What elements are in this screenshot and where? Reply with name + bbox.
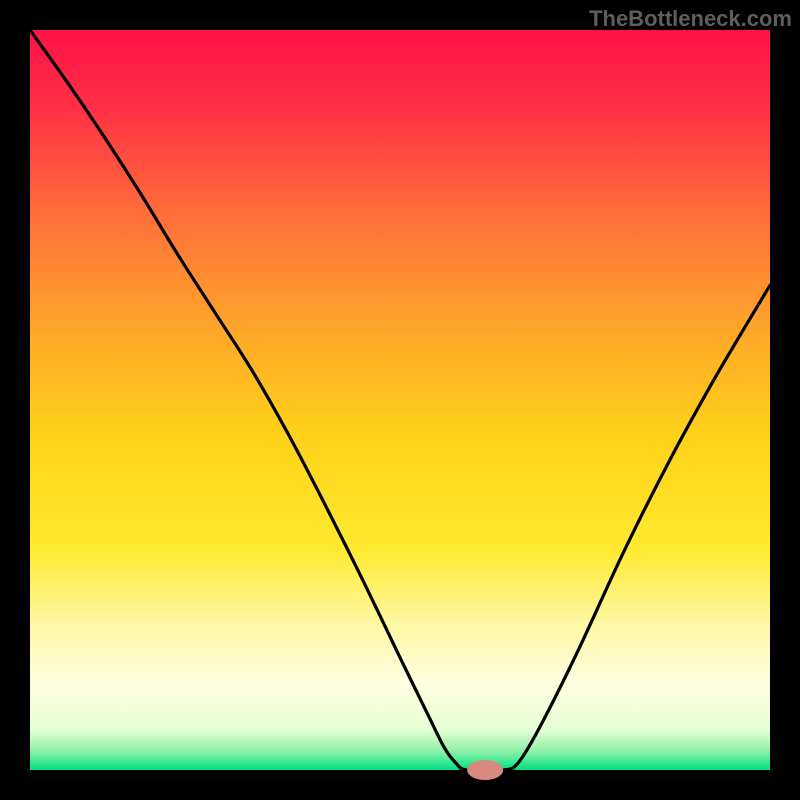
watermark-text: TheBottleneck.com — [589, 6, 792, 32]
optimal-marker — [467, 760, 503, 780]
bottleneck-chart: TheBottleneck.com — [0, 0, 800, 800]
chart-svg — [0, 0, 800, 800]
